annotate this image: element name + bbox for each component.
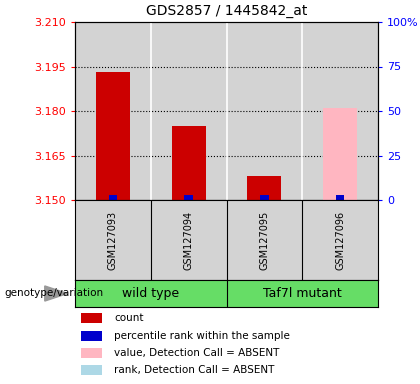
Bar [109, 195, 117, 200]
Bar [172, 126, 206, 200]
Bar [226, 22, 302, 200]
Bar [247, 176, 281, 200]
Text: rank, Detection Call = ABSENT: rank, Detection Call = ABSENT [114, 365, 275, 375]
Bar [75, 280, 226, 307]
Bar [184, 195, 193, 200]
Text: wild type: wild type [122, 287, 179, 300]
Bar [96, 73, 130, 200]
Bar [81, 313, 102, 323]
Bar [323, 108, 357, 200]
Polygon shape [45, 286, 68, 301]
Bar [75, 22, 151, 200]
Text: GSM127094: GSM127094 [184, 210, 194, 270]
Text: percentile rank within the sample: percentile rank within the sample [114, 331, 290, 341]
Text: value, Detection Call = ABSENT: value, Detection Call = ABSENT [114, 348, 280, 358]
Text: GSM127095: GSM127095 [260, 210, 269, 270]
Bar [336, 195, 344, 200]
Bar [260, 195, 269, 200]
Bar [81, 331, 102, 341]
Title: GDS2857 / 1445842_at: GDS2857 / 1445842_at [146, 4, 307, 18]
Text: genotype/variation: genotype/variation [4, 288, 103, 298]
Bar [81, 366, 102, 375]
Bar [81, 348, 102, 358]
Text: GSM127096: GSM127096 [335, 210, 345, 270]
Bar [302, 22, 378, 200]
Text: count: count [114, 313, 144, 323]
Text: Taf7l mutant: Taf7l mutant [263, 287, 341, 300]
Bar [226, 280, 378, 307]
Text: GSM127093: GSM127093 [108, 210, 118, 270]
Bar [151, 22, 226, 200]
